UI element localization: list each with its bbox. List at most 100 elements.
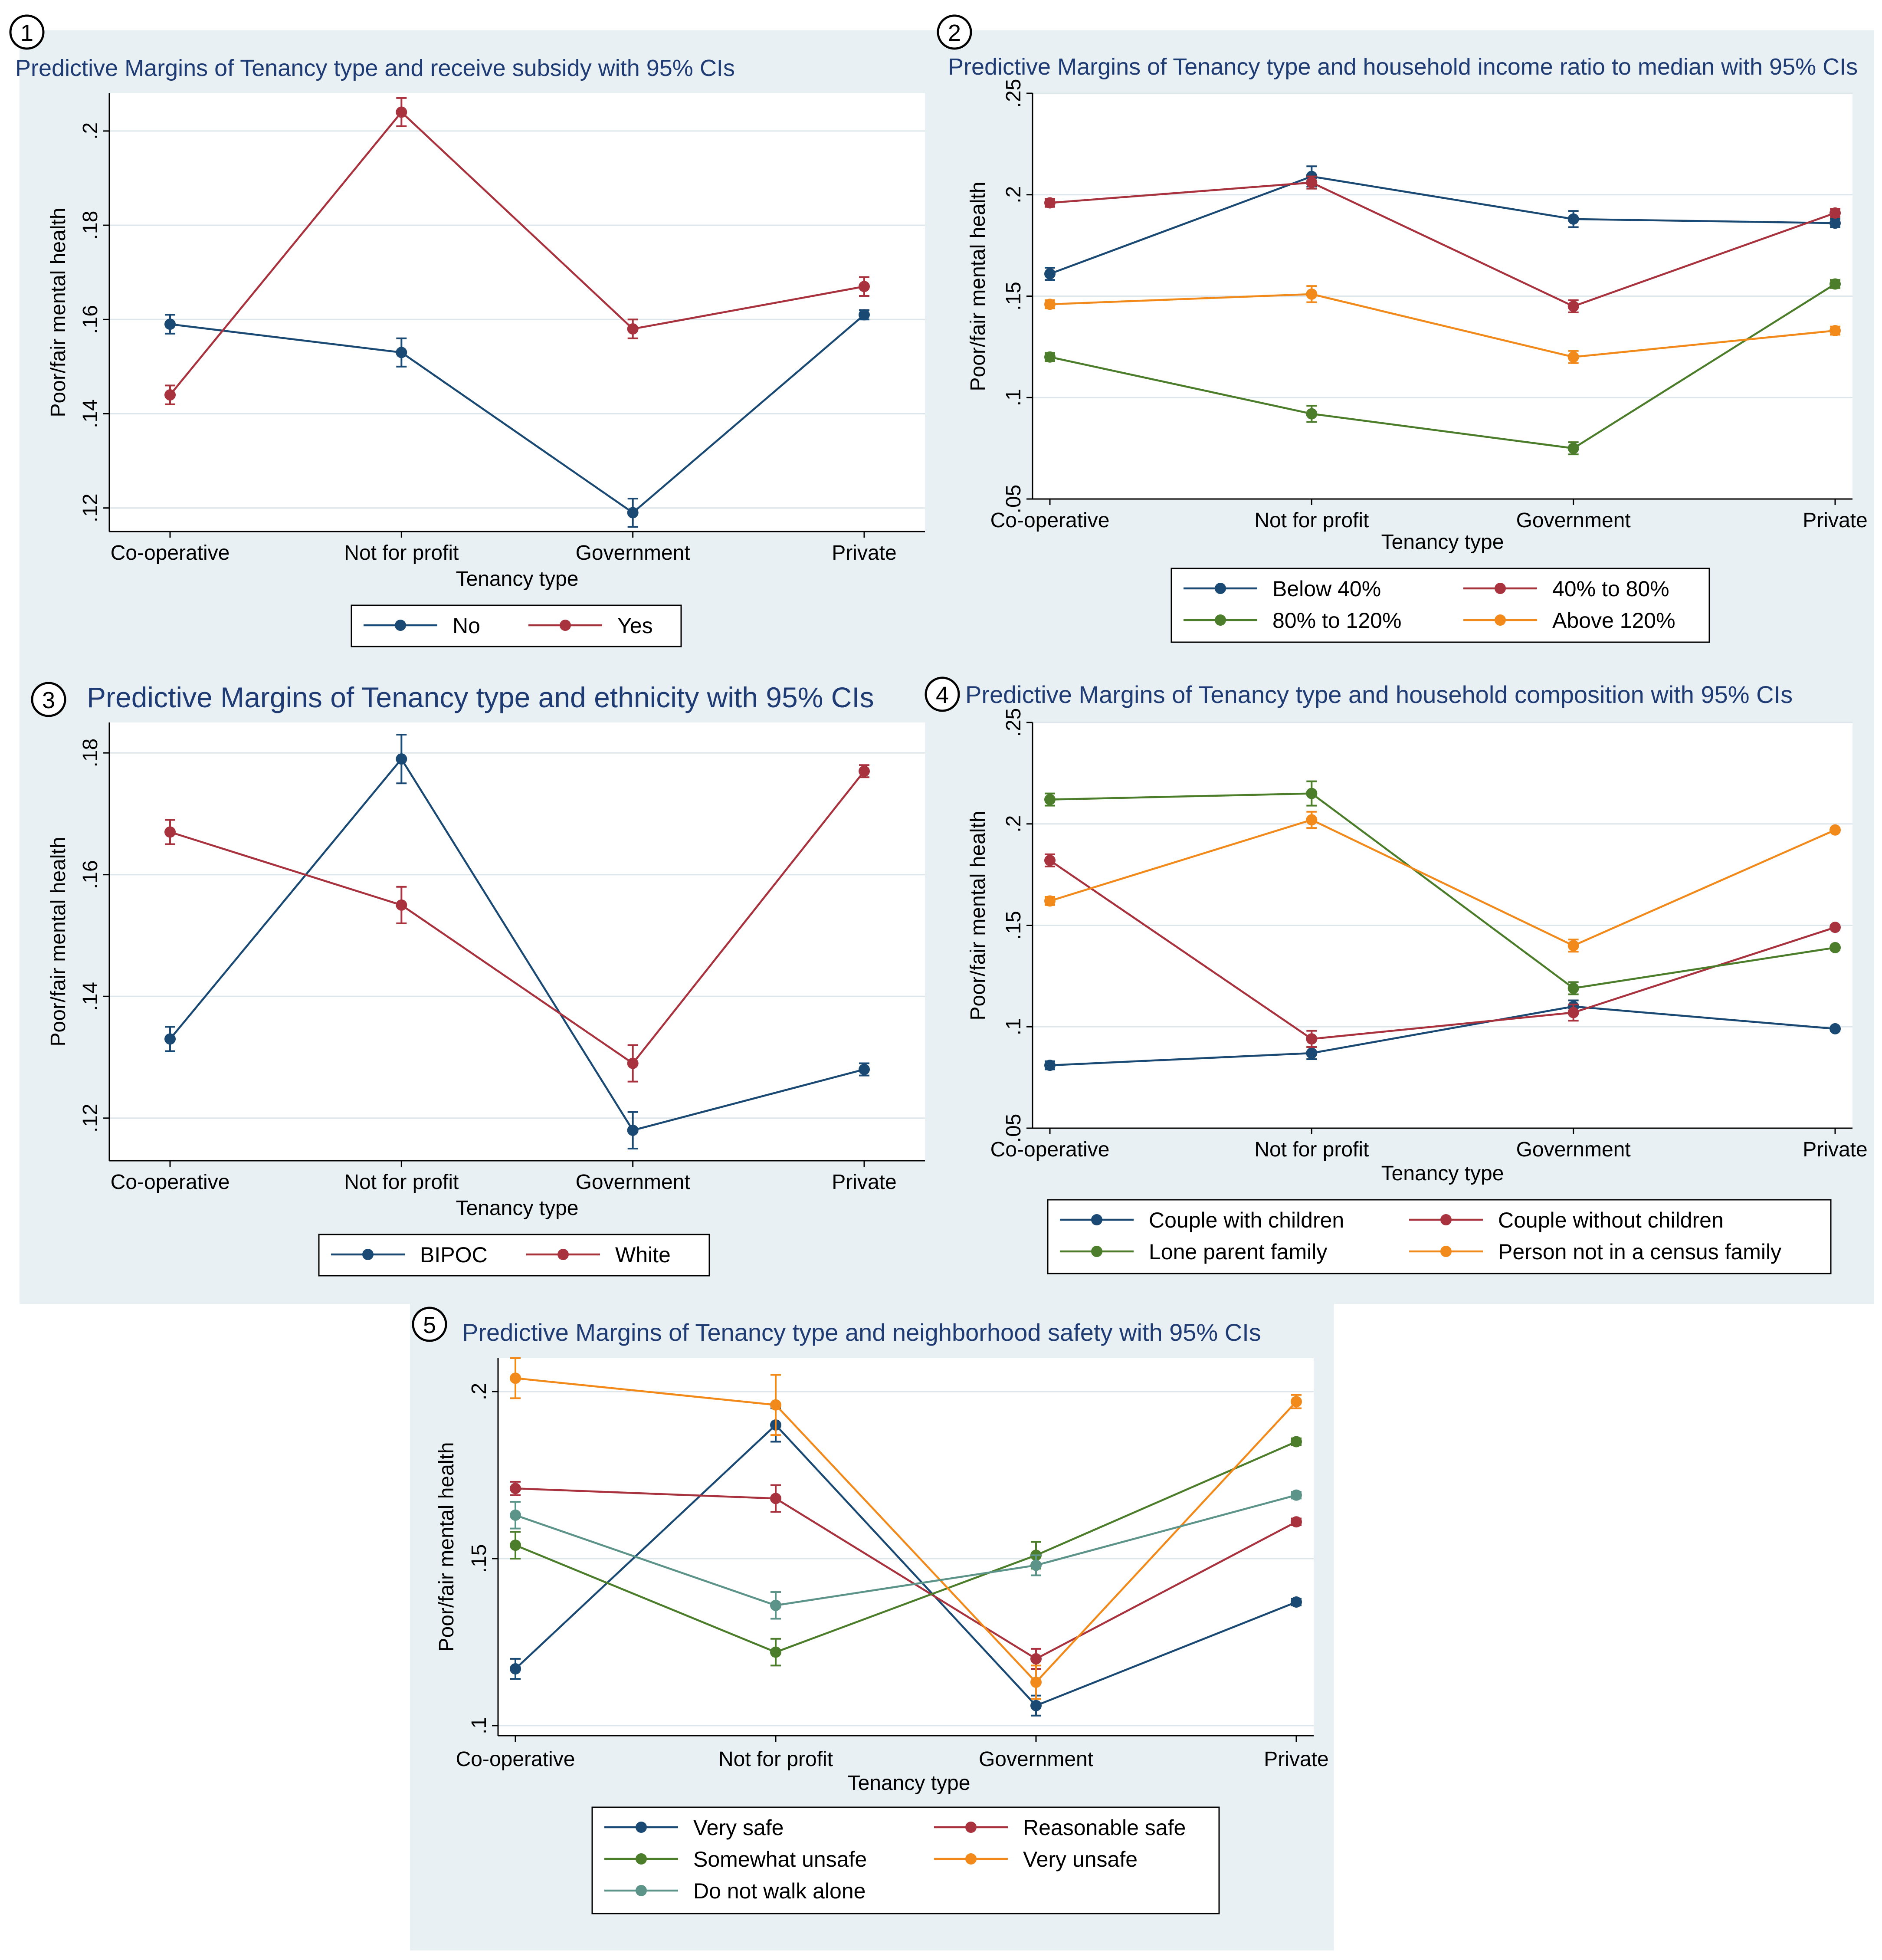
y-axis-label: Poor/fair mental health xyxy=(47,837,70,1047)
series-80-to-120- xyxy=(1044,278,1841,456)
data-point xyxy=(1044,794,1056,805)
data-point xyxy=(510,1509,521,1521)
series-line xyxy=(169,757,865,1132)
series-line xyxy=(170,314,865,514)
series-line xyxy=(1049,860,1836,1040)
data-point xyxy=(1567,1007,1579,1018)
data-point xyxy=(1306,814,1318,826)
data-point xyxy=(770,1399,781,1411)
y-tick-label: .2 xyxy=(468,1383,491,1400)
legend-label: Somewhat unsafe xyxy=(693,1847,867,1871)
legend-label: Do not walk alone xyxy=(693,1879,866,1903)
panel-number-badge: 3 xyxy=(31,682,66,717)
data-point xyxy=(396,347,407,358)
y-tick-label: .15 xyxy=(1002,282,1025,311)
series-line xyxy=(515,1377,1297,1684)
data-point xyxy=(510,1540,521,1551)
series-line xyxy=(515,1487,1297,1660)
x-tick-label: Government xyxy=(576,542,690,565)
series-line xyxy=(1049,818,1836,947)
legend-swatch-marker xyxy=(965,1822,977,1833)
series-no xyxy=(164,309,870,528)
data-point xyxy=(1044,351,1056,363)
panel-number-badge: 1 xyxy=(9,14,45,50)
legend-label: 40% to 80% xyxy=(1552,577,1669,601)
data-point xyxy=(1291,1436,1302,1448)
legend-swatch-marker xyxy=(965,1853,977,1865)
panel-number-badge: 2 xyxy=(937,14,972,50)
legend-label: Very unsafe xyxy=(1023,1847,1138,1871)
x-tick-label: Co-operative xyxy=(111,1171,230,1194)
legend-swatch-marker xyxy=(1091,1214,1102,1225)
data-series xyxy=(1044,780,1841,1071)
axes: .12 .14 .16 .18 .2 Co-operative Not for profit… xyxy=(79,93,925,565)
legend-swatch-marker xyxy=(1440,1246,1452,1257)
series-line xyxy=(1049,283,1836,450)
x-tick-label: Private xyxy=(1803,1138,1867,1161)
data-point xyxy=(1567,443,1579,454)
y-tick-label: .2 xyxy=(1002,186,1025,204)
x-axis-label: Tenancy type xyxy=(456,1197,579,1220)
data-point xyxy=(1567,940,1579,952)
y-tick-label: .1 xyxy=(1002,1018,1025,1035)
x-tick-label: Private xyxy=(1264,1748,1328,1771)
legend-swatch-marker xyxy=(395,620,406,631)
y-tick-label: .18 xyxy=(79,211,102,240)
series-40-to-80- xyxy=(1044,175,1841,313)
y-tick-label: .12 xyxy=(79,493,102,522)
x-tick-label: Co-operative xyxy=(990,509,1110,532)
data-point xyxy=(1291,1596,1302,1608)
plot-area xyxy=(498,1358,1314,1736)
series-white xyxy=(164,764,870,1083)
x-tick-label: Private xyxy=(1803,509,1867,532)
legend-swatch-marker xyxy=(362,1249,374,1260)
y-tick-label: .18 xyxy=(79,739,102,768)
panel-title: Predictive Margins of Tenancy type and n… xyxy=(462,1319,1261,1346)
x-axis-label: Tenancy type xyxy=(1381,1162,1504,1185)
x-tick-label: Co-operative xyxy=(990,1138,1110,1161)
legend-label: Reasonable safe xyxy=(1023,1816,1186,1840)
panel-1: 1 Predictive Margins of Tenancy type and… xyxy=(9,14,925,647)
data-point xyxy=(1044,268,1056,280)
legend-swatch-marker xyxy=(636,1822,647,1833)
panel-number: 4 xyxy=(936,682,949,708)
data-point xyxy=(1830,207,1841,219)
x-tick-label: Not for profit xyxy=(344,1171,459,1194)
panel-number-badge: 5 xyxy=(412,1307,447,1342)
data-point xyxy=(1044,895,1056,907)
x-tick-label: Co-operative xyxy=(456,1748,575,1771)
y-tick-label: .2 xyxy=(79,122,102,140)
data-point xyxy=(396,106,407,118)
legend-label: Above 120% xyxy=(1552,608,1675,633)
series-line xyxy=(1049,1005,1836,1067)
x-tick-label: Not for profit xyxy=(1254,509,1369,532)
data-point xyxy=(1830,1023,1841,1034)
x-tick-label: Not for profit xyxy=(1254,1138,1369,1161)
legend-label: Couple with children xyxy=(1149,1208,1344,1232)
y-tick-label: .15 xyxy=(1002,911,1025,940)
legend-swatch-marker xyxy=(1495,614,1506,626)
data-series xyxy=(1044,165,1841,456)
data-point xyxy=(1291,1516,1302,1528)
gridlines xyxy=(109,752,925,1119)
x-tick-label: Private xyxy=(832,542,896,565)
data-point xyxy=(1044,197,1056,209)
data-point xyxy=(1567,213,1579,225)
x-axis-label: Tenancy type xyxy=(456,568,579,591)
data-point xyxy=(627,1057,639,1069)
panel-title: Predictive Margins of Tenancy type and r… xyxy=(15,55,735,81)
data-series xyxy=(164,734,870,1149)
legend-label: White xyxy=(615,1243,671,1267)
data-point xyxy=(1567,351,1579,363)
data-point xyxy=(510,1663,521,1675)
y-tick-label: .12 xyxy=(79,1103,102,1133)
series-line xyxy=(170,770,865,1065)
gridlines xyxy=(109,130,925,509)
panel-number: 2 xyxy=(948,20,961,46)
panel-title: Predictive Margins of Tenancy type and e… xyxy=(87,681,874,713)
x-tick-label: Government xyxy=(1516,1138,1631,1161)
data-point xyxy=(627,323,639,335)
y-axis-label: Poor/fair mental health xyxy=(47,208,70,417)
data-series xyxy=(510,1357,1302,1717)
data-point xyxy=(1567,982,1579,994)
